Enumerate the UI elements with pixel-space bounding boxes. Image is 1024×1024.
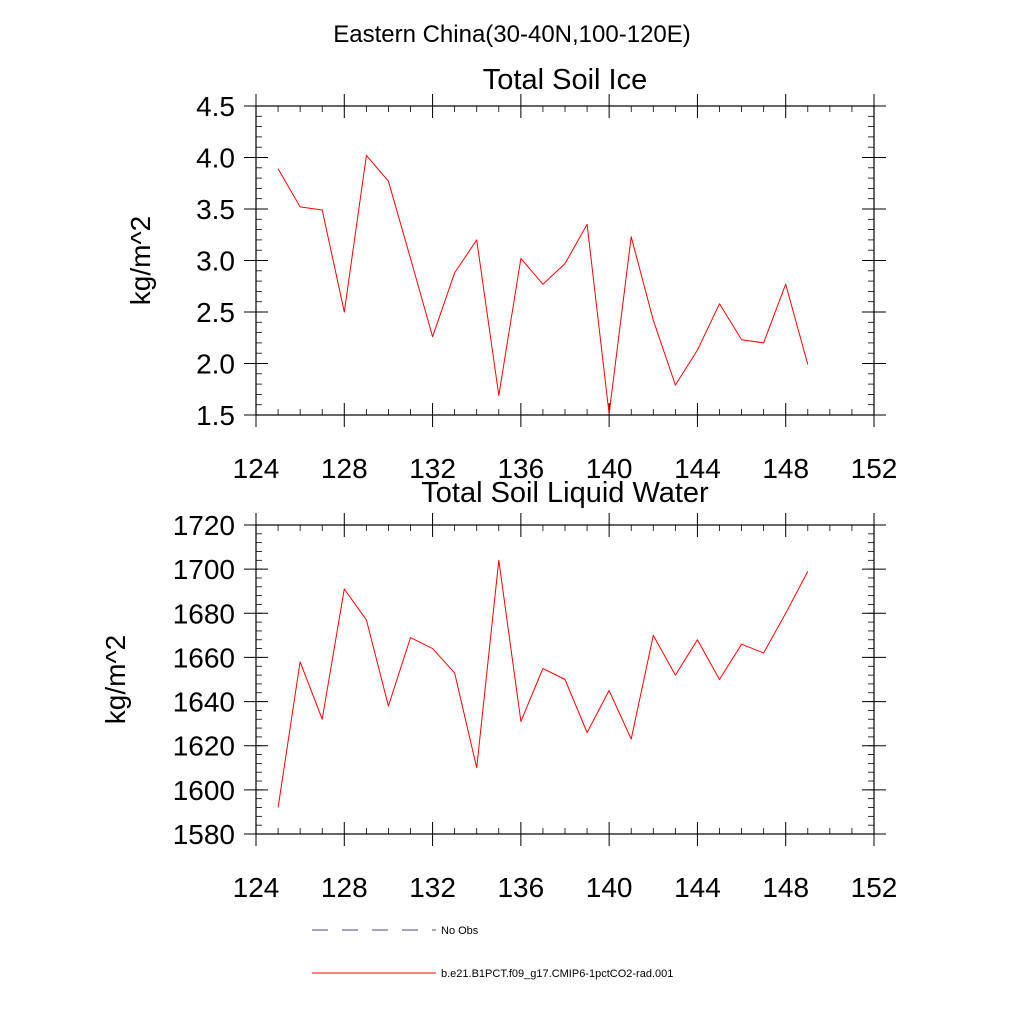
y-tick-label: 1640 — [173, 687, 235, 718]
x-tick-label: 128 — [321, 872, 368, 903]
panel-title: Total Soil Liquid Water — [421, 477, 709, 509]
x-tick-label: 144 — [674, 872, 721, 903]
x-tick-label: 132 — [409, 872, 456, 903]
y-tick-label: 4.0 — [196, 143, 235, 174]
x-tick-label: 148 — [762, 872, 809, 903]
x-tick-label: 152 — [851, 453, 898, 484]
x-tick-label: 128 — [321, 453, 368, 484]
tick-labels: 124 128 132 136 140 144 148 152 1580 1600 1620 1640… — [173, 510, 898, 903]
y-tick-label: 1680 — [173, 598, 235, 629]
y-axis-label: kg/m^2 — [125, 216, 156, 305]
y-axis-label: kg/m^2 — [100, 635, 131, 724]
y-tick-label: 3.0 — [196, 246, 235, 277]
y-tick-label: 1580 — [173, 819, 235, 850]
x-tick-label: 124 — [233, 872, 280, 903]
y-tick-label: 1.5 — [196, 400, 235, 431]
series-line — [277, 154, 809, 415]
legend: No Obs b.e21.B1PCT.f09_g17.CMIP6-1pctCO2… — [312, 925, 673, 980]
y-tick-label: 1600 — [173, 775, 235, 806]
x-tick-label: 140 — [586, 872, 633, 903]
x-tick-label: 140 — [586, 453, 633, 484]
series-lines — [277, 559, 809, 808]
panel-title: Total Soil Ice — [483, 64, 647, 96]
y-tick-label: 2.0 — [196, 349, 235, 380]
x-tick-label: 132 — [409, 453, 456, 484]
legend-item-no-obs: No Obs — [312, 925, 479, 937]
panel-total-soil-ice: Total Soil Ice kg/m^2 124 128 132 136 140 144… — [125, 64, 897, 484]
x-tick-label: 136 — [497, 453, 544, 484]
x-tick-label: 144 — [674, 453, 721, 484]
y-tick-label: 1720 — [173, 510, 235, 541]
y-tick-label: 1700 — [173, 554, 235, 585]
axis-ticks — [244, 94, 886, 427]
y-tick-label: 3.5 — [196, 194, 235, 225]
y-tick-label: 1660 — [173, 642, 235, 673]
y-tick-label: 4.5 — [196, 91, 235, 122]
tick-labels: 124 128 132 136 140 144 148 152 1.5 2.0 2.5 3.0 3.5 4… — [196, 91, 897, 484]
panel-total-soil-liquid-water: Total Soil Liquid Water kg/m^2 124 128 132… — [100, 477, 897, 903]
series-lines — [277, 154, 809, 415]
x-tick-label: 124 — [233, 453, 280, 484]
y-tick-label: 2.5 — [196, 297, 235, 328]
plot-frame — [255, 105, 875, 416]
legend-item-model-run: b.e21.B1PCT.f09_g17.CMIP6-1pctCO2-rad.00… — [312, 968, 673, 980]
series-line — [277, 559, 809, 808]
plot-frame — [255, 524, 875, 835]
legend-label: b.e21.B1PCT.f09_g17.CMIP6-1pctCO2-rad.00… — [441, 968, 673, 980]
x-tick-label: 152 — [851, 872, 898, 903]
x-tick-label: 148 — [762, 453, 809, 484]
legend-label: No Obs — [441, 925, 479, 937]
figure-suptitle: Eastern China(30-40N,100-120E) — [333, 21, 691, 48]
x-tick-label: 136 — [497, 872, 544, 903]
y-tick-label: 1620 — [173, 731, 235, 762]
